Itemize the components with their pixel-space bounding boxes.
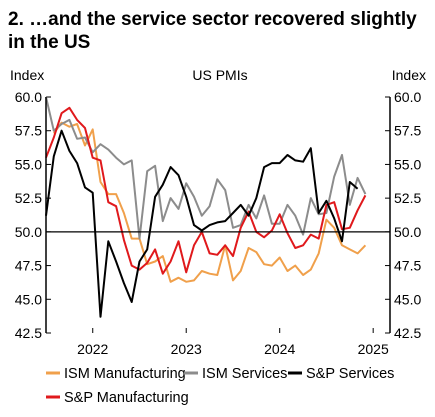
y-tick-label-left: 45.0	[15, 291, 42, 307]
x-tick-label: 2023	[171, 341, 202, 357]
x-ticks: 2022 2023 2024 2025	[77, 328, 389, 357]
legend-label-ism-manufacturing: ISM Manufacturing	[64, 366, 186, 382]
series-layer	[45, 96, 367, 318]
y-tick-label-left: 52.5	[15, 190, 42, 206]
y-tick-label-right: 50.0	[394, 224, 421, 240]
page-title: 2. …and the service sector recovered sli…	[8, 9, 417, 53]
y-tick-label-left: 47.5	[15, 258, 42, 274]
series-line-ism-manufacturing	[52, 121, 367, 283]
y-tick-label-left: 50.0	[15, 224, 42, 240]
y-tick-label-right: 55.0	[394, 156, 421, 172]
y-tick-label-left: 55.0	[15, 156, 42, 172]
legend-label-s-p-services: S&P Services	[306, 366, 394, 382]
y-tick-label-left: 42.5	[15, 325, 42, 341]
y-tick-label-right: 45.0	[394, 291, 421, 307]
series-line-s-p-manufacturing	[45, 106, 367, 275]
legend-label-ism-services: ISM Services	[202, 366, 287, 382]
y-tick-label-right: 47.5	[394, 258, 421, 274]
x-tick-label: 2024	[264, 341, 295, 357]
chart-title: US PMIs	[192, 67, 247, 83]
x-tick-label: 2022	[77, 341, 108, 357]
x-tick-label: 2025	[358, 341, 389, 357]
y-tick-label-right: 57.5	[394, 123, 421, 139]
y-ticks-left: 60.0 57.5 55.0 52.5 50.0 47.5 45.0 42.5	[15, 89, 51, 341]
y-tick-label-right: 42.5	[394, 325, 421, 341]
y-ticks-right: 60.0 57.5 55.0 52.5 50.0 47.5 45.0 42.5	[385, 89, 421, 341]
legend-label-s-p-manufacturing: S&P Manufacturing	[64, 390, 189, 406]
y-axis-label-left: Index	[10, 67, 44, 83]
series-line-ism-services	[45, 96, 367, 240]
y-axis-label-right: Index	[392, 67, 426, 83]
legend: ISM Manufacturing ISM Services S&P Service…	[46, 366, 394, 406]
y-tick-label-right: 52.5	[394, 190, 421, 206]
y-tick-label-left: 60.0	[15, 89, 42, 105]
y-tick-label-left: 57.5	[15, 123, 42, 139]
series-line-s-p-services	[45, 129, 359, 318]
y-tick-label-right: 60.0	[394, 89, 421, 105]
